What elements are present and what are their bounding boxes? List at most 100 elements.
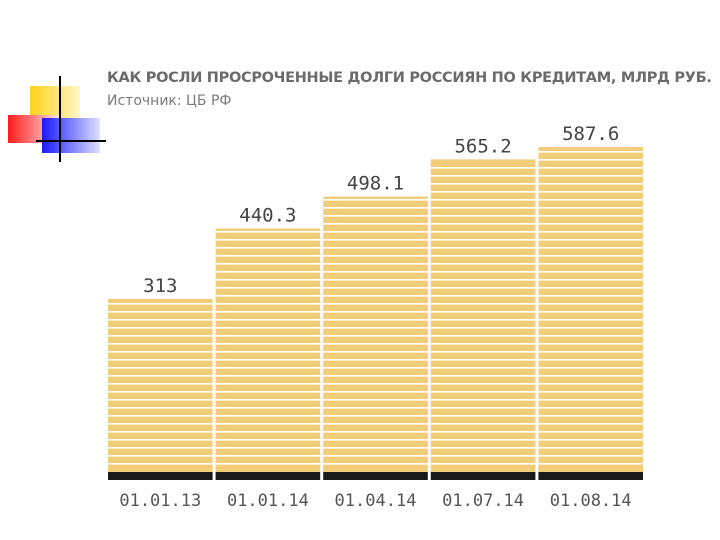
bar-stripe: [538, 247, 643, 249]
bar-stripe: [323, 343, 428, 345]
bar-stripe: [430, 455, 536, 457]
bar-stripe: [430, 375, 536, 377]
bar-stripe: [323, 383, 428, 385]
bar-stripe: [108, 367, 213, 369]
bar-stripe: [430, 431, 536, 433]
x-tick-label: 01.01.14: [227, 491, 309, 511]
bar-base: [430, 472, 536, 480]
bar-stripe: [215, 399, 321, 401]
bar-stripe: [108, 343, 213, 345]
x-tick-label: 01.04.14: [335, 491, 417, 511]
bar-stripe: [323, 463, 428, 465]
bar-stripe: [323, 423, 428, 425]
bar-stripe: [215, 255, 321, 257]
bar-stripe: [430, 359, 536, 361]
decorative-logo: [8, 76, 106, 162]
bar-stripe: [430, 207, 536, 209]
bar-stripe: [108, 319, 213, 321]
bar-stripe: [430, 231, 536, 233]
bar-stripe: [108, 359, 213, 361]
bar-stripe: [323, 375, 428, 377]
data-label: 498.1: [347, 173, 404, 195]
bar-stripe: [430, 279, 536, 281]
bar-stripe: [430, 199, 536, 201]
bar-stripe: [323, 271, 428, 273]
bar-stripe: [538, 431, 643, 433]
bar-stripe: [323, 399, 428, 401]
bar-stripe: [430, 295, 536, 297]
bar-stripe: [215, 447, 321, 449]
bar-stripe: [323, 415, 428, 417]
bar-stripe: [538, 191, 643, 193]
bar-stripe: [215, 311, 321, 313]
bar-stripe: [323, 247, 428, 249]
bar-stripe: [323, 351, 428, 353]
bar-stripe: [538, 223, 643, 225]
bar-stripe: [215, 391, 321, 393]
bar-stripe: [430, 167, 536, 169]
bar-stripe: [215, 231, 321, 233]
bar-stripe: [108, 303, 213, 305]
bar-stripe: [323, 455, 428, 457]
bar-stripe: [538, 399, 643, 401]
bar-stripe: [430, 463, 536, 465]
bar-stripe: [215, 423, 321, 425]
bar-stripe: [323, 367, 428, 369]
bar-stripe: [108, 423, 213, 425]
data-label: 565.2: [454, 135, 511, 157]
bar-stripe: [538, 167, 643, 169]
bar-stripe: [215, 407, 321, 409]
bar-stripe: [538, 335, 643, 337]
bar-stripe: [108, 383, 213, 385]
bar-stripe: [215, 383, 321, 385]
bar-stripe: [323, 311, 428, 313]
bar-stripe: [215, 415, 321, 417]
bar-stripe: [323, 447, 428, 449]
bar-stripe: [323, 303, 428, 305]
bar-01.07.14: [430, 159, 536, 472]
bar-01.01.13: [108, 298, 213, 472]
bar-stripe: [538, 439, 643, 441]
bar-stripe: [215, 463, 321, 465]
bar-stripe: [430, 255, 536, 257]
bar-stripe: [215, 287, 321, 289]
bar-stripe: [538, 455, 643, 457]
bar-stripe: [538, 311, 643, 313]
bar-stripe: [323, 215, 428, 217]
bar-stripe: [215, 247, 321, 249]
bar-stripe: [430, 351, 536, 353]
bar-01.04.14: [323, 196, 428, 473]
bar-stripe: [430, 399, 536, 401]
bar-stripe: [108, 311, 213, 313]
bar-stripe: [215, 375, 321, 377]
bar-stripe: [323, 279, 428, 281]
bar-stripe: [215, 431, 321, 433]
bar-stripe: [323, 327, 428, 329]
bar-stripe: [538, 383, 643, 385]
bar-01.08.14: [538, 147, 643, 472]
bar-stripe: [538, 287, 643, 289]
bar-stripe: [538, 407, 643, 409]
data-label: 313: [143, 275, 177, 297]
bar-stripe: [323, 319, 428, 321]
bar-stripe: [430, 183, 536, 185]
bar-stripe: [538, 391, 643, 393]
bar-stripe: [538, 303, 643, 305]
bar-stripe: [215, 455, 321, 457]
bar-stripe: [538, 239, 643, 241]
bar-stripe: [430, 319, 536, 321]
bar-stripe: [538, 263, 643, 265]
bar-stripe: [323, 335, 428, 337]
bar-stripe: [430, 391, 536, 393]
chart-title: КАК РОСЛИ ПРОСРОЧЕННЫЕ ДОЛГИ РОССИЯН ПО …: [107, 70, 712, 86]
bar-stripe: [108, 351, 213, 353]
bar-stripe: [323, 263, 428, 265]
bar-stripe: [430, 287, 536, 289]
bar-base: [108, 472, 213, 480]
bar-stripe: [215, 319, 321, 321]
bar-stripe: [538, 159, 643, 161]
bar-stripe: [430, 367, 536, 369]
bar-stripe: [430, 311, 536, 313]
x-tick-label: 01.01.13: [119, 491, 201, 511]
